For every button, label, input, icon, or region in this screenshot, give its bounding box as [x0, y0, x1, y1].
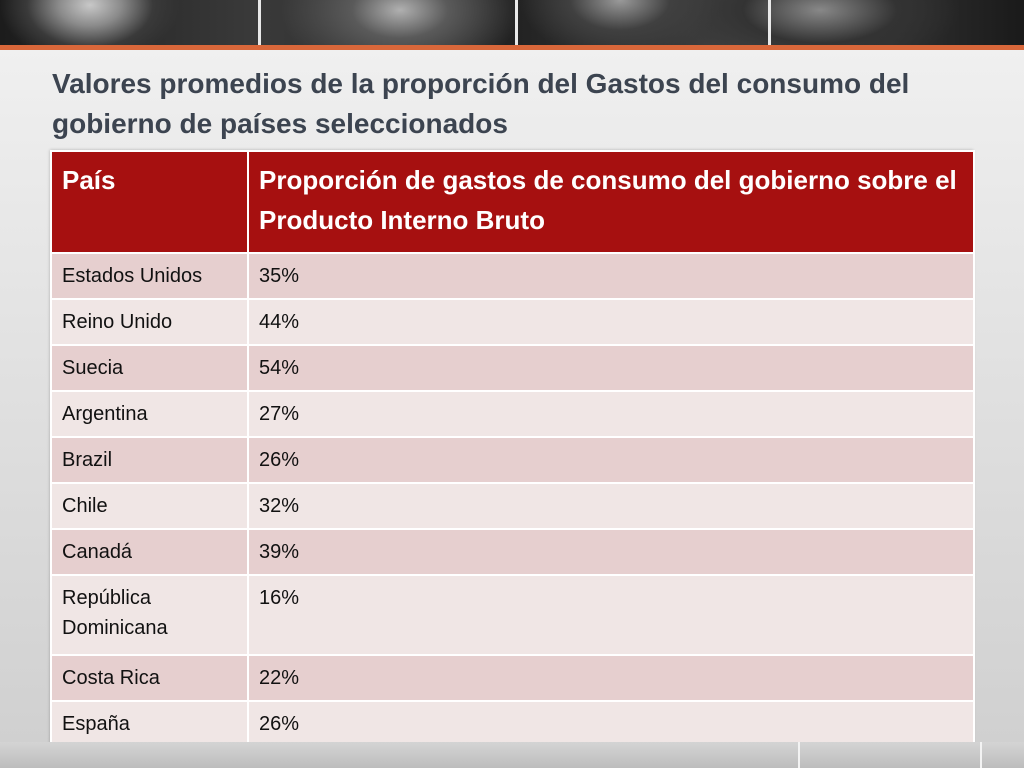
cell-proportion: 54% [247, 344, 975, 392]
header-proportion: Proporción de gastos de consumo del gobi… [247, 150, 975, 254]
footer-divider [798, 742, 800, 768]
cell-proportion: 44% [247, 298, 975, 346]
cell-country: Chile [50, 482, 249, 530]
accent-bar [0, 45, 1024, 50]
cell-proportion: 27% [247, 390, 975, 438]
footer-strip [0, 742, 1024, 768]
cell-proportion: 22% [247, 654, 975, 702]
header-photo-banner [0, 0, 1024, 45]
government-spending-table: País Proporción de gastos de consumo del… [50, 150, 975, 748]
cell-proportion: 35% [247, 252, 975, 300]
table-row: Reino Unido 44% [50, 298, 975, 346]
table-row: Chile 32% [50, 482, 975, 530]
cell-country: Suecia [50, 344, 249, 392]
banner-divider [768, 0, 771, 45]
cell-country: España [50, 700, 249, 748]
cell-country: Costa Rica [50, 654, 249, 702]
table-row: España 26% [50, 700, 975, 748]
cell-country: Argentina [50, 390, 249, 438]
cell-country: Canadá [50, 528, 249, 576]
footer-divider [980, 742, 982, 768]
cell-country: Brazil [50, 436, 249, 484]
table-row: Brazil 26% [50, 436, 975, 484]
cell-proportion: 16% [247, 574, 975, 656]
banner-divider [258, 0, 261, 45]
header-country: País [50, 150, 249, 254]
cell-country: República Dominicana [50, 574, 249, 656]
banner-divider [515, 0, 518, 45]
table-row: Costa Rica 22% [50, 654, 975, 702]
table-row: República Dominicana 16% [50, 574, 975, 656]
table-row: Canadá 39% [50, 528, 975, 576]
cell-proportion: 26% [247, 436, 975, 484]
cell-country: Reino Unido [50, 298, 249, 346]
data-table-container: País Proporción de gastos de consumo del… [50, 150, 975, 748]
table-row: Estados Unidos 35% [50, 252, 975, 300]
table-row: Suecia 54% [50, 344, 975, 392]
cell-proportion: 26% [247, 700, 975, 748]
cell-proportion: 39% [247, 528, 975, 576]
cell-proportion: 32% [247, 482, 975, 530]
slide-title: Valores promedios de la proporción del G… [52, 68, 910, 139]
table-row: Argentina 27% [50, 390, 975, 438]
cell-country: Estados Unidos [50, 252, 249, 300]
table-header-row: País Proporción de gastos de consumo del… [50, 150, 975, 254]
